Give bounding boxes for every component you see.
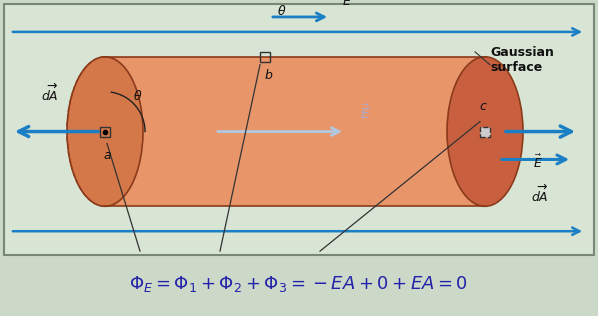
Text: $\vec{E}$: $\vec{E}$ — [342, 0, 352, 9]
Text: $\overrightarrow{dA}$: $\overrightarrow{dA}$ — [41, 82, 59, 104]
Text: Gaussian
surface: Gaussian surface — [490, 46, 554, 74]
Text: $\vec{E}$: $\vec{E}$ — [359, 103, 370, 122]
Text: $a$: $a$ — [103, 149, 111, 162]
Ellipse shape — [447, 57, 523, 206]
Bar — [260, 52, 270, 62]
Text: $b$: $b$ — [264, 68, 274, 82]
Text: $\Phi_E = \Phi_1 + \Phi_2 + \Phi_3 = -EA + 0 + EA = 0$: $\Phi_E = \Phi_1 + \Phi_2 + \Phi_3 = -EA… — [130, 274, 468, 295]
Ellipse shape — [67, 57, 143, 206]
Text: $\overrightarrow{dA}$: $\overrightarrow{dA}$ — [531, 183, 549, 204]
Bar — [100, 127, 110, 137]
Bar — [480, 127, 490, 137]
Polygon shape — [105, 57, 485, 206]
Text: $\theta$: $\theta$ — [277, 4, 286, 18]
Text: $\theta$: $\theta$ — [133, 89, 142, 103]
Text: $c$: $c$ — [478, 100, 487, 112]
Text: $\vec{E}$: $\vec{E}$ — [533, 154, 543, 171]
